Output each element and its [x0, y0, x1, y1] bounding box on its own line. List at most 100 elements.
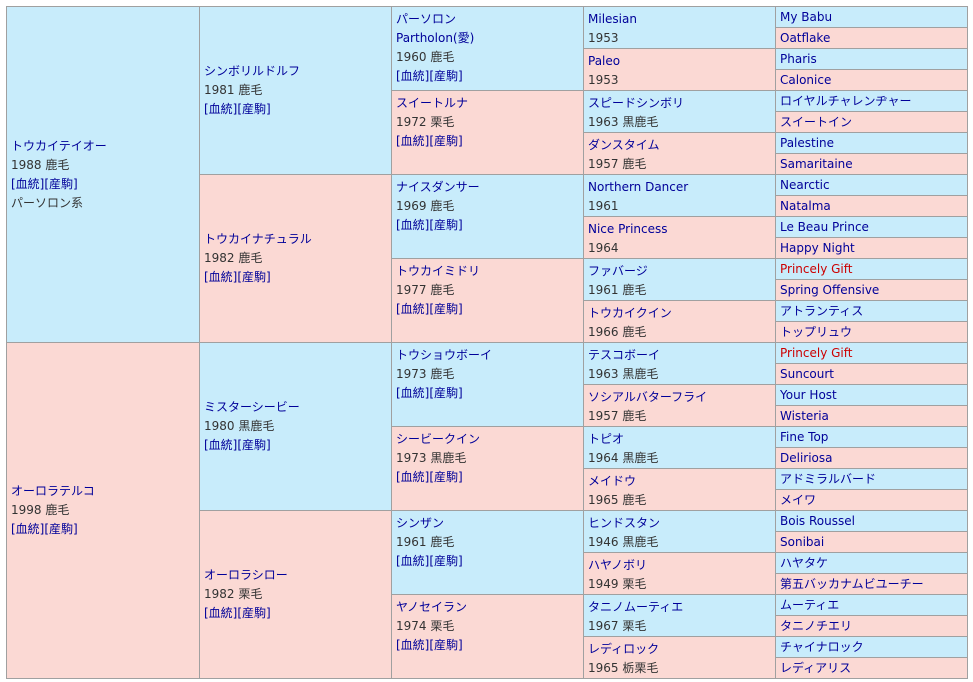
- horse-name-link[interactable]: メイワ: [780, 492, 817, 507]
- horse-birth-color: 1988 鹿毛: [11, 157, 70, 172]
- gen5-horse-cell: ムーティエ: [775, 594, 968, 616]
- gen5-horse-cell: Wisteria: [775, 405, 968, 427]
- pedigree-progeny-links[interactable]: [血統][産駒]: [396, 218, 463, 232]
- horse-name-link[interactable]: シンボリルドルフ: [204, 64, 301, 78]
- gen4-horse-cell: ファバージ 1961 鹿毛: [583, 258, 776, 301]
- gen2-horse-cell: ミスターシービー 1980 黒鹿毛 [血統][産駒]: [199, 342, 392, 511]
- pedigree-progeny-links[interactable]: [血統][産駒]: [396, 638, 463, 652]
- horse-name-link[interactable]: スイートイン: [780, 114, 853, 129]
- gen3-horse-cell: トウカイミドリ 1977 鹿毛 [血統][産駒]: [391, 258, 584, 343]
- horse-birth-color: 1969 鹿毛: [396, 199, 455, 213]
- horse-name-link[interactable]: Bois Roussel: [780, 513, 855, 528]
- gen2-horse-cell: トウカイナチュラル 1982 鹿毛 [血統][産駒]: [199, 174, 392, 343]
- horse-name-link[interactable]: Princely Gift: [780, 345, 853, 360]
- gen4-horse-cell: レディロック 1965 栃栗毛: [583, 636, 776, 679]
- horse-name-link[interactable]: シービークイン: [396, 432, 481, 446]
- horse-name-link[interactable]: My Babu: [780, 9, 833, 24]
- horse-name-link[interactable]: アドミラルバード: [780, 471, 877, 486]
- horse-name-link[interactable]: Le Beau Prince: [780, 219, 869, 234]
- horse-name-link[interactable]: シンザン: [396, 516, 445, 530]
- horse-name-link[interactable]: Pharis: [780, 51, 817, 66]
- horse-name-link[interactable]: チャイナロック: [780, 639, 864, 654]
- horse-name-link[interactable]: オーロラシロー: [204, 568, 288, 582]
- horse-name-link[interactable]: Happy Night: [780, 240, 855, 255]
- gen3-horse-cell: スイートルナ 1972 栗毛 [血統][産駒]: [391, 90, 584, 175]
- horse-name-link[interactable]: Paleo: [588, 54, 621, 68]
- horse-name-link[interactable]: Spring Offensive: [780, 282, 880, 297]
- horse-name-link[interactable]: Natalma: [780, 198, 831, 213]
- horse-birth-color: 1949 栗毛: [588, 577, 647, 591]
- horse-name-link[interactable]: トウショウボーイ: [396, 348, 493, 362]
- pedigree-progeny-links[interactable]: [血統][産駒]: [396, 554, 463, 568]
- horse-name-link[interactable]: メイドウ: [588, 474, 637, 488]
- horse-name-link[interactable]: ヒンドスタン: [588, 516, 661, 530]
- pedigree-progeny-links[interactable]: [血統][産駒]: [396, 470, 463, 484]
- horse-name-link[interactable]: トップリュウ: [780, 324, 853, 339]
- horse-name-link[interactable]: Sonibai: [780, 534, 825, 549]
- horse-name-link[interactable]: 第五バッカナムビユーチー: [780, 576, 924, 591]
- horse-name-link[interactable]: ハヤノボリ: [588, 558, 648, 572]
- horse-name-link[interactable]: ムーティエ: [780, 597, 840, 612]
- pedigree-progeny-links[interactable]: [血統][産駒]: [396, 134, 463, 148]
- horse-birth-color: 1960 鹿毛: [396, 50, 455, 64]
- horse-name-link[interactable]: Palestine: [780, 135, 835, 150]
- horse-name-link[interactable]: Nearctic: [780, 177, 830, 192]
- horse-name-link[interactable]: トウカイテイオー: [11, 138, 107, 153]
- pedigree-progeny-links[interactable]: [血統][産駒]: [11, 522, 78, 536]
- horse-name-link[interactable]: Northern Dancer: [588, 180, 689, 194]
- horse-name-link[interactable]: ナイスダンサー: [396, 180, 480, 194]
- horse-name-link[interactable]: Milesian: [588, 12, 637, 26]
- horse-name-link[interactable]: オーロラテルコ: [11, 484, 95, 498]
- pedigree-progeny-links[interactable]: [血統][産駒]: [11, 176, 78, 191]
- horse-birth-color: 1965 栃栗毛: [588, 661, 659, 675]
- horse-name-link[interactable]: レディロック: [588, 642, 660, 656]
- horse-name-link[interactable]: ヤノセイラン: [396, 600, 468, 614]
- horse-name-link[interactable]: Calonice: [780, 72, 832, 87]
- horse-name-link[interactable]: トウカイクイン: [588, 306, 672, 320]
- horse-name-link[interactable]: ハヤタケ: [780, 555, 829, 570]
- horse-name-link[interactable]: Nice Princess: [588, 222, 668, 236]
- gen4-horse-cell: ダンスタイム 1957 鹿毛: [583, 132, 776, 175]
- horse-birth-color: 1981 鹿毛: [204, 83, 263, 97]
- horse-name-link[interactable]: トウカイミドリ: [396, 264, 481, 278]
- horse-name-link[interactable]: Oatflake: [780, 30, 831, 45]
- gen3-horse-cell: パーソロン Partholon(愛) 1960 鹿毛 [血統][産駒]: [391, 6, 584, 91]
- horse-name-link[interactable]: Wisteria: [780, 408, 829, 423]
- horse-birth-color: 1980 黒鹿毛: [204, 419, 275, 433]
- horse-alt-name: Partholon(愛): [396, 31, 475, 45]
- gen5-horse-cell: Calonice: [775, 69, 968, 91]
- pedigree-progeny-links[interactable]: [血統][産駒]: [204, 270, 271, 284]
- horse-name-link[interactable]: Your Host: [780, 387, 837, 402]
- horse-birth-color: 1966 鹿毛: [588, 325, 647, 339]
- pedigree-progeny-links[interactable]: [血統][産駒]: [204, 606, 271, 620]
- horse-name-link[interactable]: Samaritaine: [780, 156, 853, 171]
- horse-name-link[interactable]: スイートルナ: [396, 96, 469, 110]
- horse-name-link[interactable]: Fine Top: [780, 429, 829, 444]
- pedigree-progeny-links[interactable]: [血統][産駒]: [396, 69, 463, 83]
- horse-name-link[interactable]: ソシアルバターフライ: [588, 390, 708, 404]
- horse-name-link[interactable]: ミスターシービー: [204, 400, 300, 414]
- horse-name-link[interactable]: ファバージ: [588, 264, 648, 278]
- horse-birth-color: 1957 鹿毛: [588, 157, 647, 171]
- horse-name-link[interactable]: Deliriosa: [780, 450, 833, 465]
- horse-name-link[interactable]: スピードシンボリ: [588, 96, 685, 110]
- horse-birth-color: 1965 鹿毛: [588, 493, 647, 507]
- horse-name-link[interactable]: レディアリス: [780, 660, 852, 675]
- horse-name-link[interactable]: ロイヤルチャレンヂャー: [780, 93, 912, 108]
- horse-name-link[interactable]: ダンスタイム: [588, 138, 660, 152]
- horse-name-link[interactable]: トピオ: [588, 432, 625, 446]
- pedigree-progeny-links[interactable]: [血統][産駒]: [204, 102, 271, 116]
- horse-name-link[interactable]: タニノムーティエ: [588, 600, 684, 614]
- horse-name-link[interactable]: タニノチエリ: [780, 618, 853, 633]
- horse-name-link[interactable]: アトランティス: [780, 303, 864, 318]
- pedigree-progeny-links[interactable]: [血統][産駒]: [396, 302, 463, 316]
- horse-name-link[interactable]: Princely Gift: [780, 261, 853, 276]
- gen4-horse-cell: メイドウ 1965 鹿毛: [583, 468, 776, 511]
- horse-name-link[interactable]: パーソロン: [396, 12, 457, 26]
- horse-name-link[interactable]: Suncourt: [780, 366, 835, 381]
- horse-birth-color: 1946 黒鹿毛: [588, 535, 659, 549]
- pedigree-progeny-links[interactable]: [血統][産駒]: [396, 386, 463, 400]
- horse-name-link[interactable]: テスコボーイ: [588, 348, 661, 362]
- pedigree-progeny-links[interactable]: [血統][産駒]: [204, 438, 271, 452]
- horse-name-link[interactable]: トウカイナチュラル: [204, 232, 312, 246]
